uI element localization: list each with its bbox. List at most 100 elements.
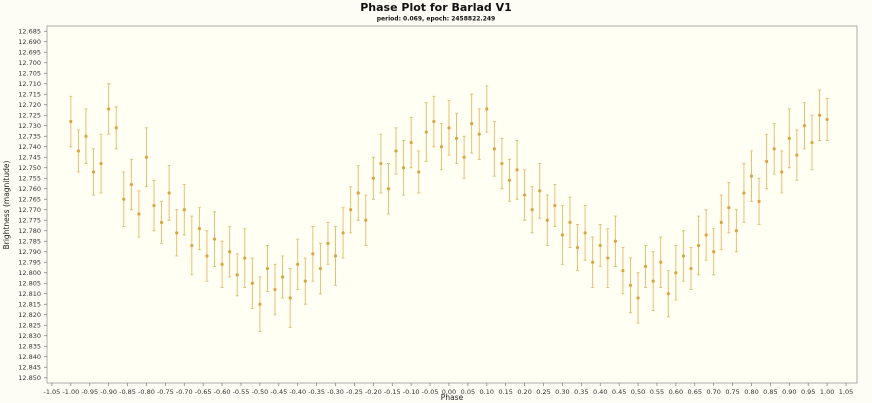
data-point bbox=[606, 256, 610, 260]
data-point bbox=[91, 170, 96, 174]
data-point bbox=[575, 245, 580, 250]
y-tick-label: 12.780 bbox=[18, 227, 41, 235]
y-tick-label: 12.715 bbox=[18, 90, 41, 98]
data-point bbox=[364, 218, 368, 222]
data-point bbox=[523, 193, 527, 197]
x-tick-label: -0.70 bbox=[176, 388, 193, 396]
y-tick-label: 12.790 bbox=[18, 248, 41, 256]
data-point bbox=[530, 208, 534, 212]
data-point bbox=[696, 243, 701, 248]
data-point bbox=[212, 237, 217, 241]
data-point bbox=[190, 243, 194, 248]
data-point bbox=[719, 220, 723, 224]
data-point bbox=[810, 140, 814, 145]
data-point bbox=[439, 145, 444, 149]
y-tick-label: 12.710 bbox=[18, 80, 41, 88]
x-tick-label: -0.30 bbox=[327, 388, 344, 396]
data-point bbox=[243, 256, 247, 260]
chart-subtitle: period: 0.069, epoch: 2458822.249 bbox=[377, 16, 495, 23]
data-point bbox=[644, 264, 648, 269]
x-tick-label: 0.40 bbox=[593, 388, 607, 396]
data-point bbox=[817, 113, 822, 117]
data-point bbox=[454, 136, 459, 140]
data-point bbox=[742, 191, 746, 195]
y-tick-label: 12.700 bbox=[18, 59, 41, 67]
data-point bbox=[296, 262, 300, 266]
x-tick-label: 0.90 bbox=[782, 388, 796, 396]
x-tick-label: -0.95 bbox=[81, 388, 98, 396]
x-tick-label: 0.00 bbox=[442, 388, 456, 396]
data-point bbox=[651, 279, 655, 283]
data-point bbox=[447, 126, 451, 130]
x-tick-label: 0.05 bbox=[461, 388, 475, 396]
data-point bbox=[114, 126, 118, 130]
y-tick-label: 12.725 bbox=[18, 111, 41, 119]
data-point bbox=[507, 178, 512, 182]
y-tick-label: 12.735 bbox=[18, 132, 41, 140]
data-point bbox=[757, 199, 761, 203]
x-tick-label: -0.50 bbox=[251, 388, 268, 396]
x-tick-label: 0.80 bbox=[744, 388, 758, 396]
data-point bbox=[621, 269, 625, 273]
x-tick-label: -1.05 bbox=[44, 388, 61, 396]
data-point bbox=[129, 182, 133, 187]
data-point bbox=[76, 149, 80, 153]
data-point bbox=[220, 262, 224, 266]
data-point bbox=[659, 260, 663, 264]
data-point bbox=[727, 206, 731, 210]
data-point bbox=[636, 296, 640, 300]
data-point bbox=[417, 170, 421, 174]
y-tick-label: 12.745 bbox=[18, 153, 41, 161]
data-point bbox=[152, 203, 156, 208]
y-tick-label: 12.845 bbox=[18, 363, 41, 371]
x-tick-label: -0.40 bbox=[289, 388, 306, 396]
x-tick-label: -0.35 bbox=[308, 388, 325, 396]
x-tick-label: 0.10 bbox=[480, 388, 494, 396]
y-tick-label: 12.805 bbox=[18, 279, 41, 287]
data-point bbox=[250, 281, 254, 285]
y-tick-label: 12.795 bbox=[18, 258, 41, 266]
data-point bbox=[333, 254, 338, 258]
data-point bbox=[349, 208, 353, 212]
y-tick-label: 12.835 bbox=[18, 342, 41, 350]
data-point bbox=[485, 107, 489, 111]
data-point bbox=[598, 243, 602, 248]
data-point bbox=[666, 292, 670, 296]
data-point bbox=[500, 161, 504, 166]
y-tick-label: 12.695 bbox=[18, 48, 41, 56]
x-tick-label: 0.65 bbox=[688, 388, 702, 396]
data-point bbox=[545, 218, 549, 222]
x-tick-label: -0.80 bbox=[138, 388, 155, 396]
y-tick-label: 12.810 bbox=[18, 290, 41, 298]
y-tick-label: 12.685 bbox=[18, 27, 41, 35]
data-point bbox=[175, 231, 179, 235]
data-point bbox=[228, 250, 232, 254]
y-axis-label: Brightness (magnitude) bbox=[2, 161, 11, 250]
x-tick-label: 0.75 bbox=[725, 388, 739, 396]
y-tick-label: 12.750 bbox=[18, 164, 41, 172]
x-tick-label: 0.85 bbox=[763, 388, 777, 396]
data-point bbox=[341, 231, 345, 235]
data-point bbox=[515, 168, 519, 172]
x-tick-label: -0.15 bbox=[384, 388, 401, 396]
data-point bbox=[69, 119, 73, 124]
y-tick-label: 12.825 bbox=[18, 321, 41, 329]
x-tick-label: -0.45 bbox=[270, 388, 287, 396]
data-point bbox=[235, 273, 239, 277]
x-tick-label: 0.25 bbox=[536, 388, 550, 396]
y-tick-label: 12.840 bbox=[18, 353, 41, 361]
y-tick-label: 12.785 bbox=[18, 237, 41, 245]
x-tick-label: -0.55 bbox=[233, 388, 250, 396]
y-tick-label: 12.720 bbox=[18, 101, 41, 109]
x-tick-label: 0.95 bbox=[801, 388, 815, 396]
y-tick-label: 12.770 bbox=[18, 206, 41, 214]
x-tick-label: 0.60 bbox=[669, 388, 683, 396]
y-tick-label: 12.765 bbox=[18, 195, 41, 203]
data-point bbox=[583, 231, 587, 235]
chart-title: Phase Plot for Barlad V1 bbox=[360, 1, 512, 14]
data-point bbox=[560, 233, 565, 237]
data-point bbox=[311, 252, 315, 256]
data-point bbox=[795, 153, 799, 157]
data-point bbox=[772, 147, 776, 151]
